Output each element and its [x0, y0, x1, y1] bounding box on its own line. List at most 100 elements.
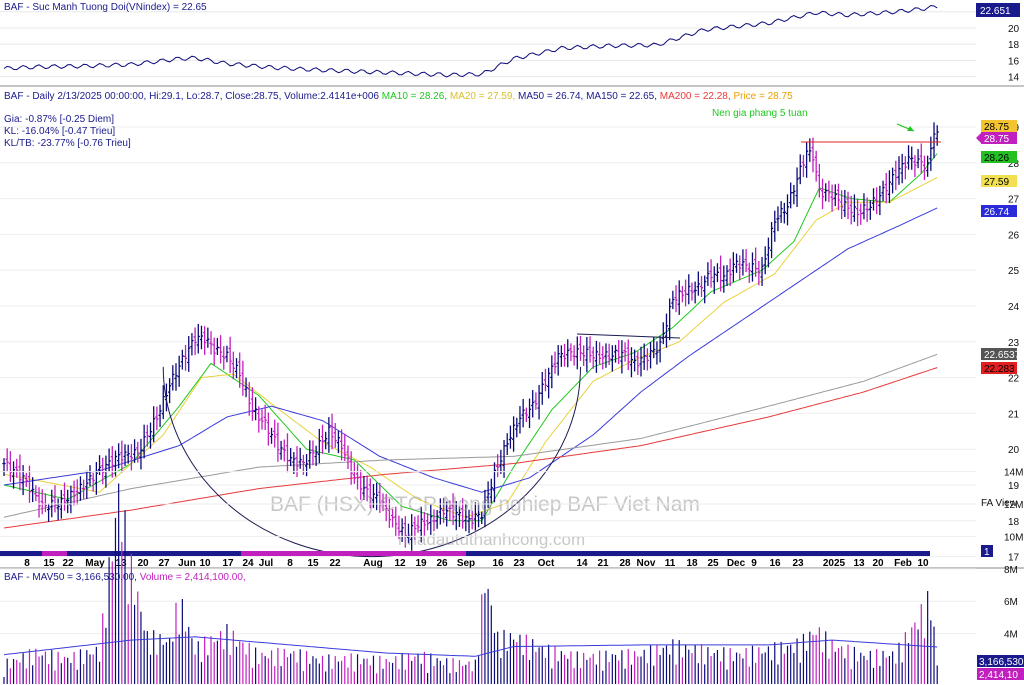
- price-bar: [547, 367, 551, 399]
- header-part: MA200 = 22.28,: [660, 91, 734, 102]
- info-line: Gia: -0.87% [-0.25 Diem]: [4, 114, 114, 125]
- price-bar: [53, 485, 57, 513]
- ma10-line: [3, 153, 938, 522]
- price-bar: [677, 280, 681, 315]
- header-part: BAF - MAV50 = 3,166,530.00,: [4, 572, 140, 583]
- price-bar: [438, 498, 442, 525]
- price-bar: [56, 498, 60, 521]
- price-bar: [540, 371, 544, 405]
- price-bar: [330, 413, 334, 450]
- date-label: May: [85, 558, 105, 569]
- price-bar: [782, 202, 786, 224]
- price-bar: [766, 237, 770, 268]
- price-bar: [441, 497, 446, 523]
- price-bar: [843, 189, 847, 218]
- price-bar: [750, 252, 755, 282]
- price-bar: [352, 462, 356, 484]
- badge-text: 28.26: [984, 153, 1009, 164]
- date-label: 12: [394, 558, 406, 569]
- date-label: 15: [307, 558, 319, 569]
- price-bar: [693, 281, 697, 304]
- price-bar: [336, 430, 341, 454]
- price-bar: [578, 335, 583, 361]
- page-indicator[interactable]: 1: [981, 545, 993, 558]
- price-bar: [5, 448, 9, 471]
- price-bar: [597, 342, 602, 365]
- price-bar: [193, 327, 197, 355]
- price-bar: [15, 458, 19, 478]
- rs-title: BAF - Suc Manh Tuong Doi(VNindex) = 22.6…: [4, 2, 207, 13]
- price-bar: [276, 422, 280, 462]
- price-bar: [582, 345, 586, 366]
- price-bar: [683, 279, 688, 307]
- badge-text: 22.6537: [984, 350, 1021, 361]
- price-bar: [817, 163, 821, 198]
- price-bar: [2, 458, 6, 477]
- price-bar: [11, 461, 16, 489]
- price-bar: [779, 201, 783, 223]
- badge-bg: [981, 132, 1017, 144]
- price-bar: [489, 478, 493, 505]
- price-bar: [572, 345, 576, 366]
- price-bar: [868, 200, 872, 220]
- price-bar: [776, 206, 780, 232]
- price-bar: [719, 255, 723, 292]
- price-bar: [550, 355, 554, 389]
- cup-pattern-arc: [162, 366, 581, 558]
- price-bar: [833, 184, 837, 207]
- date-label: 13: [853, 558, 865, 569]
- price-bar: [744, 249, 748, 273]
- price-bar: [199, 325, 204, 350]
- price-bar: [254, 397, 258, 421]
- date-label: Jul: [259, 558, 274, 569]
- badge-pointer: [976, 132, 982, 144]
- price-bar: [126, 444, 130, 464]
- price-bar: [37, 487, 41, 518]
- price-bar: [824, 183, 828, 202]
- relative-strength-panel: 2220181614 BAF - Suc Manh Tuong Doi(VNin…: [0, 0, 1020, 84]
- price-bar: [8, 451, 12, 482]
- date-label: Sep: [457, 558, 475, 569]
- date-label: 10: [917, 558, 929, 569]
- date-label: 8: [24, 558, 30, 569]
- price-bar: [445, 501, 449, 527]
- fa-view-label[interactable]: FA View: [981, 498, 1018, 509]
- volume-tick-label: 8M: [1004, 565, 1018, 576]
- price-bar: [696, 271, 700, 296]
- badge-text: 3,166,530: [979, 657, 1024, 668]
- price-bar: [406, 523, 411, 544]
- price-bar: [365, 475, 369, 502]
- watermark-site: nhadaututhanhcong.com: [398, 530, 585, 549]
- price-bar: [674, 285, 678, 313]
- price-bar: [75, 479, 79, 505]
- price-bar: [212, 337, 216, 366]
- badge-bg: [981, 120, 1017, 132]
- price-bar: [295, 446, 299, 477]
- price-bar: [725, 265, 729, 286]
- badge-bg: [981, 362, 1017, 374]
- price-bar: [266, 412, 270, 446]
- price-bar: [607, 343, 611, 366]
- price-bar: [881, 180, 885, 202]
- price-bar: [910, 146, 914, 170]
- price-bar: [40, 489, 44, 515]
- price-bar: [687, 274, 691, 305]
- price-bar: [760, 256, 764, 286]
- price-bar: [712, 266, 716, 294]
- price-bar: [292, 452, 296, 474]
- price-bar: [94, 461, 98, 495]
- price-bar: [916, 149, 920, 169]
- price-bar: [922, 155, 927, 180]
- price-bar: [706, 262, 710, 287]
- price-bar: [789, 182, 793, 209]
- price-bar: [827, 180, 831, 203]
- price-bar: [260, 409, 264, 430]
- price-bar: [585, 336, 589, 373]
- price-bar: [24, 472, 28, 487]
- header-part: MA10 = 28.26,: [382, 91, 450, 102]
- price-bar: [855, 198, 860, 227]
- price-bar: [617, 340, 621, 365]
- price-bar: [422, 511, 427, 536]
- price-bar: [136, 441, 140, 463]
- price-bar: [814, 150, 818, 182]
